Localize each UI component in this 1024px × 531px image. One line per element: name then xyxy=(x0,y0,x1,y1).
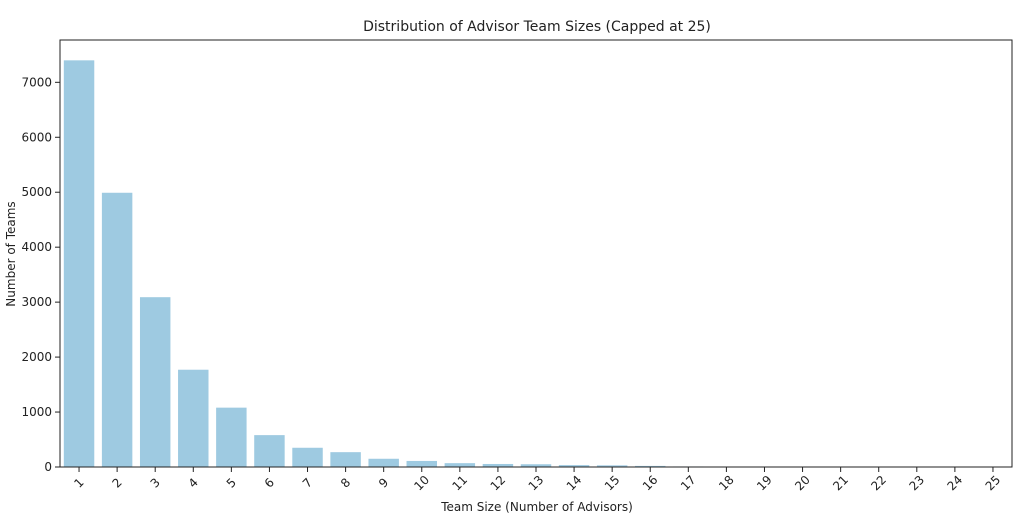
bar-7 xyxy=(292,447,323,467)
bar-5 xyxy=(216,407,247,467)
y-axis: 0 1000 2000 3000 4000 5000 6000 7000 xyxy=(21,75,60,474)
bar-2 xyxy=(101,192,133,467)
x-tick-label: 3 xyxy=(148,475,163,490)
x-tick-label: 13 xyxy=(526,473,547,494)
x-tick-label: 7 xyxy=(300,475,315,490)
y-axis-label: Number of Teams xyxy=(4,201,18,306)
bar-4 xyxy=(178,369,209,467)
bar-15 xyxy=(596,465,628,467)
bar-14 xyxy=(558,465,590,467)
x-tick-label: 16 xyxy=(640,473,661,494)
x-tick-label: 21 xyxy=(830,473,851,494)
y-tick-label: 4000 xyxy=(21,240,52,254)
x-tick-label: 12 xyxy=(488,473,509,494)
bar-1 xyxy=(63,60,95,467)
bar-16 xyxy=(635,465,666,467)
x-tick-label: 22 xyxy=(868,473,889,494)
x-tick-label: 10 xyxy=(411,473,432,494)
bar-9 xyxy=(368,458,399,467)
y-tick-label: 7000 xyxy=(21,75,52,89)
x-tick-label: 18 xyxy=(716,473,737,494)
y-tick-label: 5000 xyxy=(21,185,52,199)
x-tick-label: 17 xyxy=(678,473,699,494)
bar-13 xyxy=(520,464,552,467)
x-tick-label: 25 xyxy=(983,473,1004,494)
bar-10 xyxy=(406,460,437,467)
chart-title: Distribution of Advisor Team Sizes (Capp… xyxy=(363,19,711,35)
x-tick-label: 8 xyxy=(338,475,353,490)
bars-group xyxy=(63,60,1009,467)
x-tick-label: 15 xyxy=(602,473,623,494)
y-tick-label: 2000 xyxy=(21,350,52,364)
x-tick-label: 24 xyxy=(945,473,966,494)
bar-3 xyxy=(139,297,171,467)
x-tick-label: 19 xyxy=(754,473,775,494)
x-tick-label: 9 xyxy=(376,475,391,490)
x-axis: 1 2 3 4 5 6 7 8 9 10 11 12 13 14 15 16 17 18 19 20 21 22 23 24 2… xyxy=(71,467,1003,493)
x-tick-label: 5 xyxy=(224,475,239,490)
y-tick-label: 1000 xyxy=(21,405,52,419)
x-tick-label: 2 xyxy=(109,475,124,490)
x-tick-label: 14 xyxy=(564,473,585,494)
x-tick-label: 1 xyxy=(71,475,86,490)
bar-12 xyxy=(482,463,514,467)
y-tick-label: 0 xyxy=(44,460,52,474)
bar-6 xyxy=(254,435,285,467)
x-axis-label: Team Size (Number of Advisors) xyxy=(440,500,633,514)
x-tick-label: 6 xyxy=(262,475,277,490)
bar-11 xyxy=(444,463,476,467)
x-tick-label: 20 xyxy=(792,473,813,494)
x-tick-label: 23 xyxy=(906,473,927,494)
plot-frame xyxy=(59,39,1013,468)
y-tick-label: 6000 xyxy=(21,130,52,144)
bar-8 xyxy=(330,452,361,467)
x-tick-label: 4 xyxy=(186,475,201,490)
x-tick-label: 11 xyxy=(449,473,470,494)
y-tick-label: 3000 xyxy=(21,295,52,309)
